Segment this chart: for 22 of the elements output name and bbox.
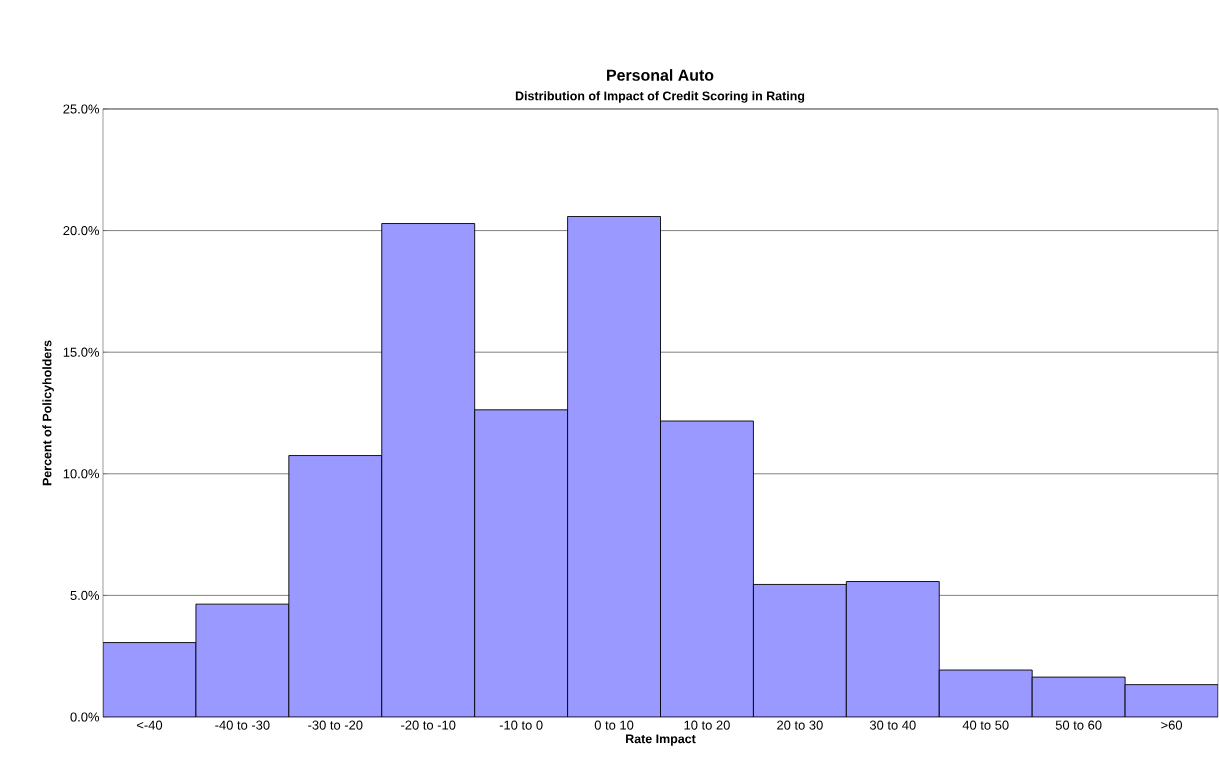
x-tick-label: -20 to -10	[401, 720, 456, 730]
x-tick-label: 10 to 20	[684, 720, 730, 730]
y-axis-title: Percent of Policyholders	[42, 340, 54, 486]
x-tick-label: 0 to 10	[594, 720, 634, 730]
x-tick-label: -30 to -20	[308, 720, 363, 730]
y-tick-label: 15.0%	[63, 347, 100, 357]
y-tick-label: 25.0%	[63, 104, 100, 114]
y-tick-label: 0.0%	[70, 712, 100, 722]
chart-subtitle: Distribution of Impact of Credit Scoring in Rating	[515, 91, 805, 103]
y-tick-label: 20.0%	[63, 225, 100, 236]
x-tick-label: -10 to 0	[499, 720, 543, 730]
x-tick-label: 50 to 60	[1055, 720, 1102, 730]
y-tick-label: 10.0%	[63, 469, 100, 479]
x-tick-label: 40 to 50	[962, 720, 1009, 730]
chart-title: Personal Auto	[607, 69, 714, 81]
x-tick-label: >60	[1161, 720, 1183, 730]
y-tick-label: 5.0%	[70, 590, 100, 600]
x-tick-label: 20 to 30	[777, 720, 823, 730]
x-tick-label: -40 to -30	[215, 720, 270, 730]
x-tick-label: 30 to 40	[869, 720, 916, 730]
x-tick-label: <-40	[136, 720, 163, 730]
x-axis-title: Rate Impact	[626, 734, 696, 746]
